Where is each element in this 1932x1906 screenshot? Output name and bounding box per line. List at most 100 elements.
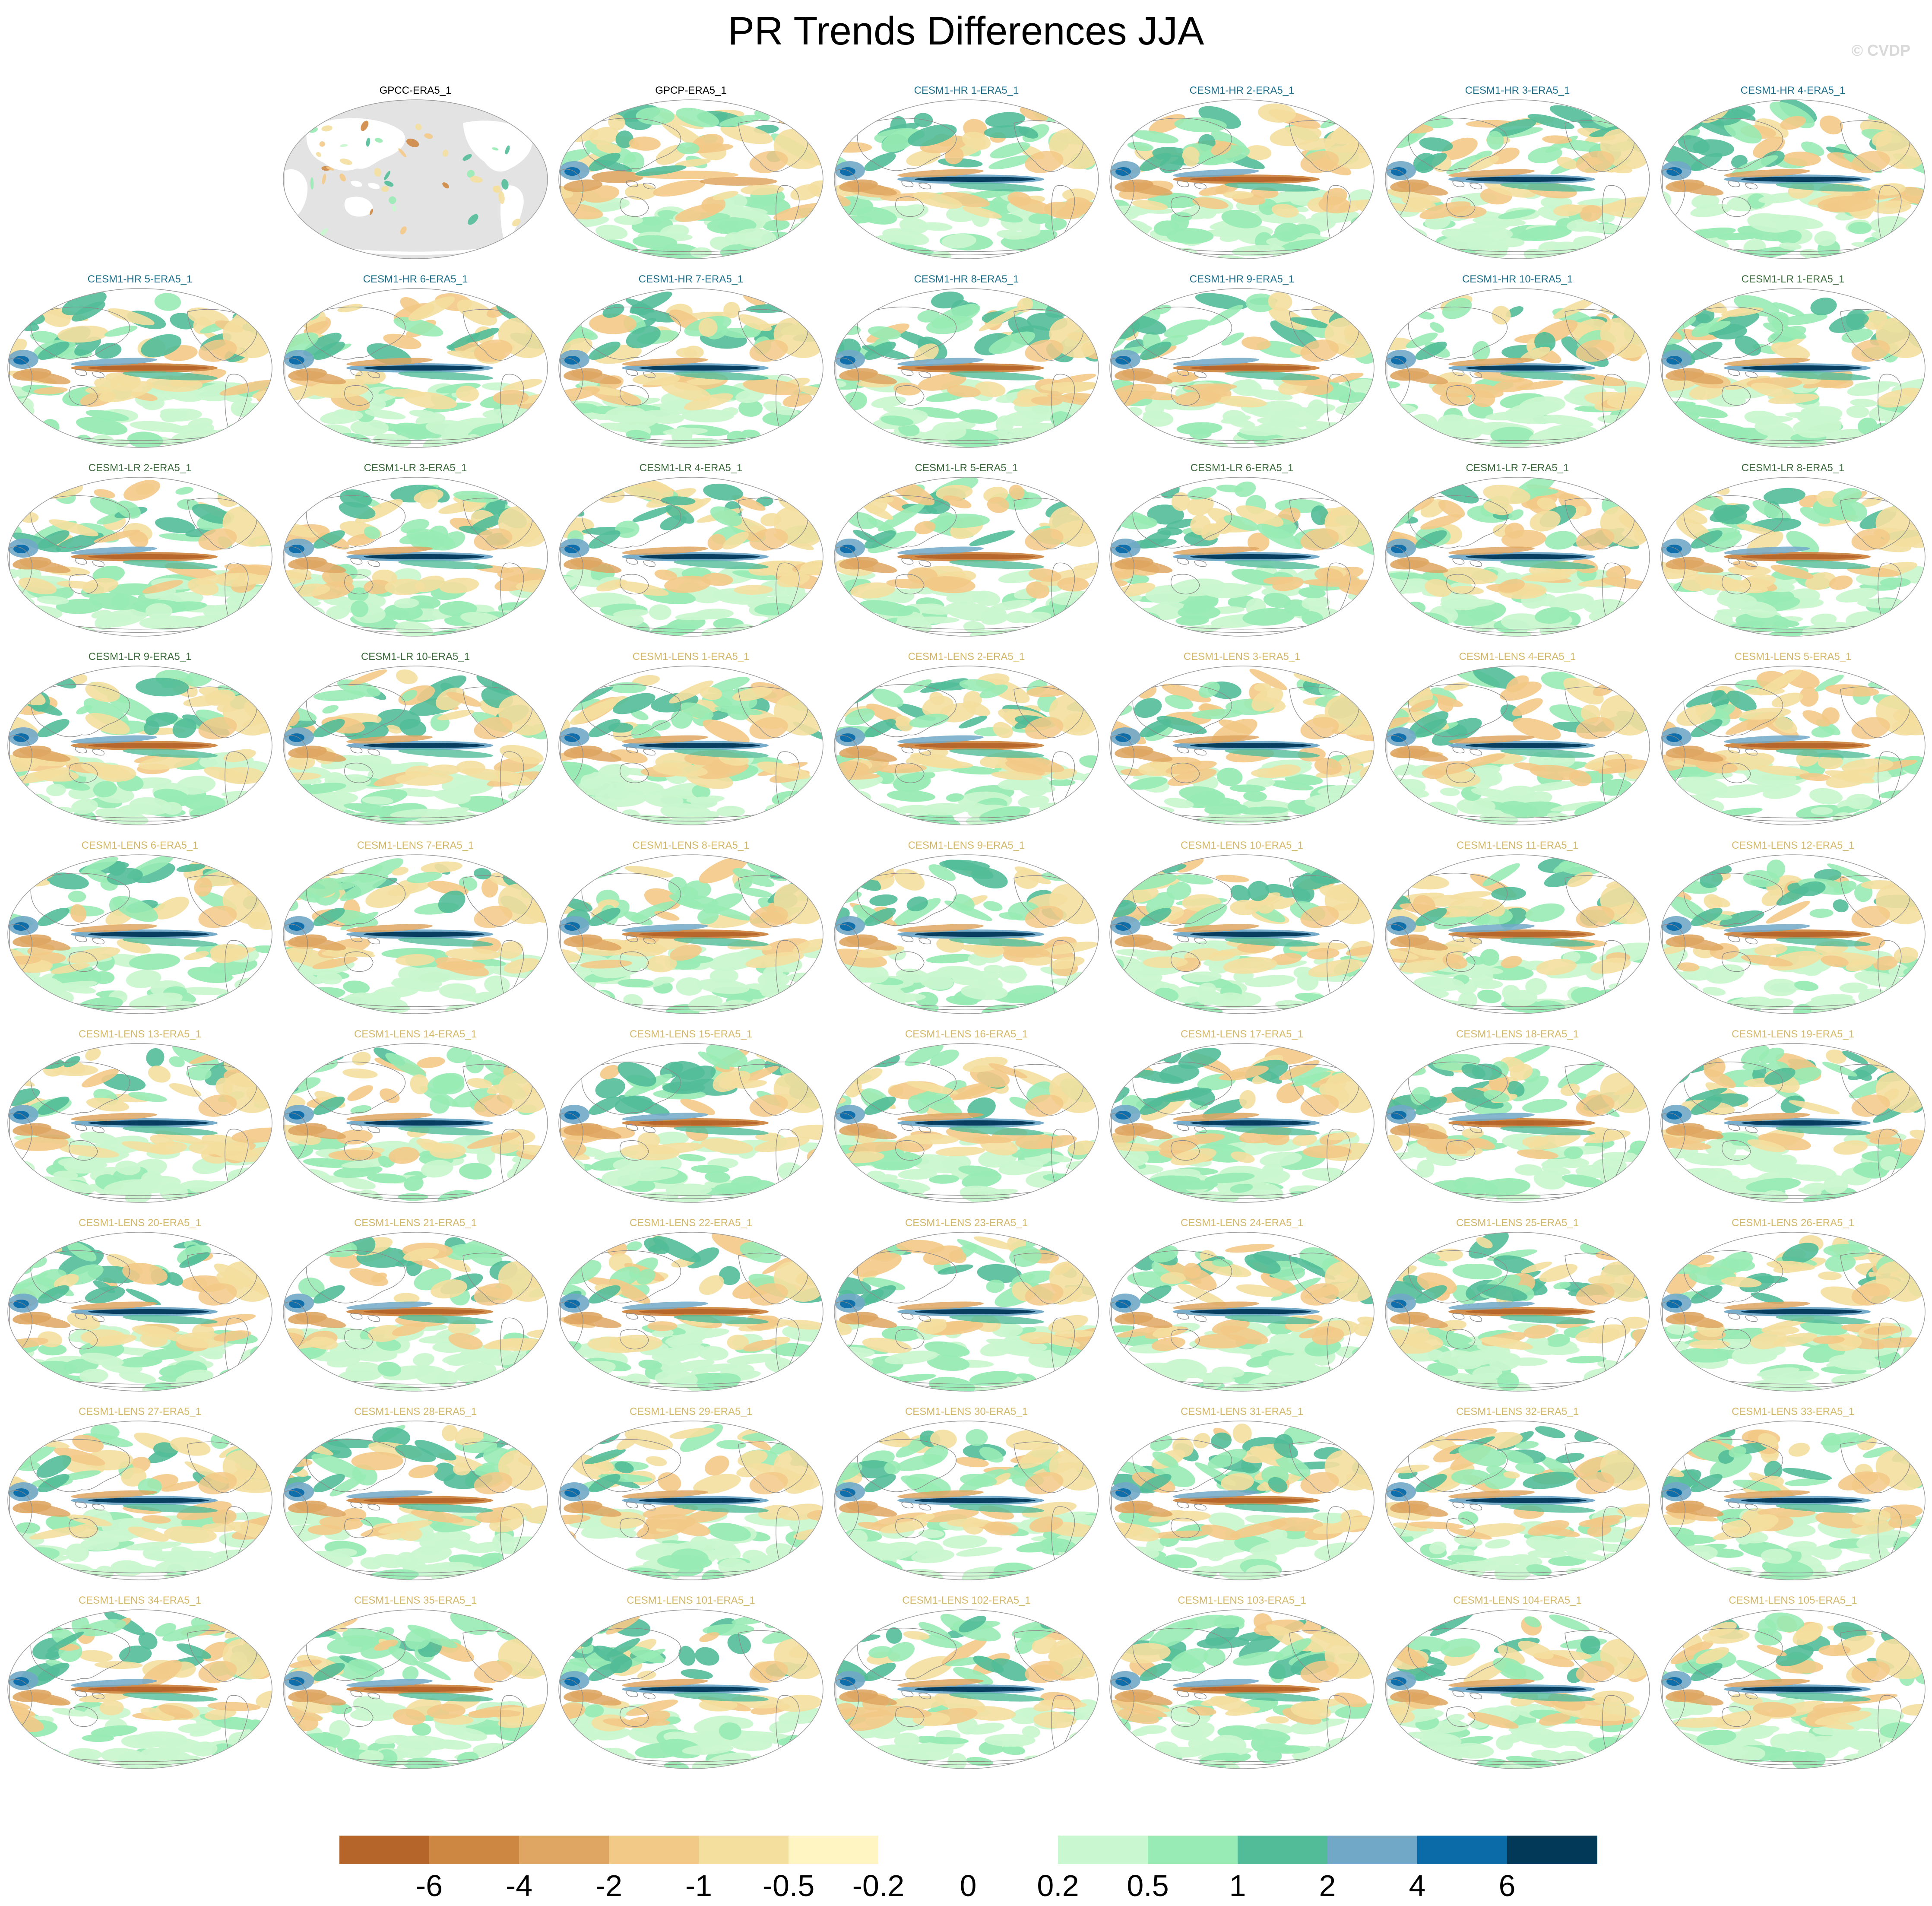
world-map <box>7 477 272 637</box>
map-panel: CESM1-LENS 2-ERA5_1 <box>831 650 1102 832</box>
world-map <box>558 288 823 448</box>
world-map <box>1109 477 1375 637</box>
map-panel-title: CESM1-LENS 12-ERA5_1 <box>1731 840 1855 851</box>
map-panel: CESM1-HR 2-ERA5_1 <box>1106 84 1378 266</box>
world-map <box>7 854 272 1014</box>
map-panel: CESM1-LENS 7-ERA5_1 <box>280 839 551 1021</box>
world-map <box>283 1421 548 1580</box>
colorbar-swatch <box>609 1836 699 1864</box>
map-panel-title: CESM1-LENS 19-ERA5_1 <box>1731 1028 1855 1040</box>
map-panel: CESM1-LENS 19-ERA5_1 <box>1657 1028 1929 1209</box>
credit-label: © CVDP <box>1851 41 1910 59</box>
world-map <box>1660 1043 1926 1203</box>
map-panel-title: CESM1-LENS 1-ERA5_1 <box>632 651 750 663</box>
world-map <box>558 1043 823 1203</box>
map-panel-title: CESM1-LENS 31-ERA5_1 <box>1180 1406 1304 1418</box>
world-map <box>558 666 823 825</box>
colorbar-tick-label: -0.2 <box>852 1869 905 1903</box>
map-panel: CESM1-LENS 102-ERA5_1 <box>831 1594 1102 1776</box>
map-panel: CESM1-LENS 16-ERA5_1 <box>831 1028 1102 1209</box>
colorbar-tick-label: 0 <box>960 1869 977 1903</box>
map-panel: CESM1-LENS 6-ERA5_1 <box>4 839 276 1021</box>
map-panel: CESM1-LR 6-ERA5_1 <box>1106 462 1378 643</box>
map-panel: CESM1-LENS 13-ERA5_1 <box>4 1028 276 1209</box>
map-panel: CESM1-HR 9-ERA5_1 <box>1106 273 1378 454</box>
world-map <box>834 854 1099 1014</box>
colorbar-tick-label: 1 <box>1229 1869 1246 1903</box>
map-panel-title: CESM1-LENS 23-ERA5_1 <box>905 1217 1028 1229</box>
map-panel-title: CESM1-LENS 103-ERA5_1 <box>1178 1595 1306 1606</box>
map-panel: GPCC-ERA5_1 <box>280 84 551 266</box>
map-panel: CESM1-LENS 20-ERA5_1 <box>4 1217 276 1398</box>
map-panel: CESM1-LENS 33-ERA5_1 <box>1657 1405 1929 1587</box>
map-panel-title: CESM1-LENS 22-ERA5_1 <box>629 1217 753 1229</box>
map-panel: CESM1-LENS 26-ERA5_1 <box>1657 1217 1929 1398</box>
map-panel-title: CESM1-LENS 11-ERA5_1 <box>1456 840 1579 851</box>
map-panel-title: CESM1-LENS 28-ERA5_1 <box>354 1406 477 1418</box>
colorbar-swatch <box>1327 1836 1418 1864</box>
map-panel-title: GPCP-ERA5_1 <box>655 85 727 96</box>
world-map <box>834 288 1099 448</box>
map-panel: CESM1-HR 6-ERA5_1 <box>280 273 551 454</box>
map-panel: CESM1-LR 4-ERA5_1 <box>555 462 827 643</box>
map-panel: CESM1-LENS 1-ERA5_1 <box>555 650 827 832</box>
map-panel-title: CESM1-HR 1-ERA5_1 <box>914 85 1019 96</box>
map-panel-title: CESM1-LENS 16-ERA5_1 <box>905 1028 1028 1040</box>
map-panel: CESM1-LENS 10-ERA5_1 <box>1106 839 1378 1021</box>
map-panel: CESM1-LENS 15-ERA5_1 <box>555 1028 827 1209</box>
world-map <box>1385 1609 1650 1769</box>
map-panel: CESM1-LENS 30-ERA5_1 <box>831 1405 1102 1587</box>
world-map <box>283 1043 548 1203</box>
world-map <box>834 1232 1099 1392</box>
map-panel-title: CESM1-LENS 24-ERA5_1 <box>1180 1217 1304 1229</box>
map-panel-title: CESM1-LR 10-ERA5_1 <box>361 651 470 663</box>
map-panel-title: CESM1-LENS 2-ERA5_1 <box>908 651 1025 663</box>
colorbar-tick-label: -1 <box>685 1869 713 1903</box>
map-panel: CESM1-LENS 25-ERA5_1 <box>1382 1217 1653 1398</box>
world-map <box>1109 1232 1375 1392</box>
map-panel-title: CESM1-HR 7-ERA5_1 <box>638 273 744 285</box>
map-panel: CESM1-LENS 12-ERA5_1 <box>1657 839 1929 1021</box>
world-map <box>1660 666 1926 825</box>
colorbar <box>339 1836 1597 1864</box>
world-map <box>1660 1232 1926 1392</box>
map-panel-title: CESM1-LENS 17-ERA5_1 <box>1180 1028 1304 1040</box>
map-panel-title: CESM1-LENS 104-ERA5_1 <box>1453 1595 1582 1606</box>
map-panel: CESM1-LENS 9-ERA5_1 <box>831 839 1102 1021</box>
colorbar-swatch <box>1148 1836 1238 1864</box>
map-panel-title: CESM1-LENS 35-ERA5_1 <box>354 1595 477 1606</box>
world-map <box>834 99 1099 259</box>
map-panel: CESM1-LR 8-ERA5_1 <box>1657 462 1929 643</box>
world-map <box>834 1609 1099 1769</box>
colorbar-tick-label: 6 <box>1498 1869 1516 1903</box>
world-map <box>558 99 823 259</box>
colorbar-swatch <box>1238 1836 1328 1864</box>
map-panel: CESM1-LENS 105-ERA5_1 <box>1657 1594 1929 1776</box>
map-panel: CESM1-LENS 34-ERA5_1 <box>4 1594 276 1776</box>
world-map <box>834 477 1099 637</box>
world-map <box>1660 288 1926 448</box>
colorbar-swatch <box>519 1836 609 1864</box>
world-map <box>558 854 823 1014</box>
map-panel: CESM1-LENS 23-ERA5_1 <box>831 1217 1102 1398</box>
map-panel: CESM1-LR 2-ERA5_1 <box>4 462 276 643</box>
map-panel: CESM1-HR 5-ERA5_1 <box>4 273 276 454</box>
map-panel: CESM1-HR 3-ERA5_1 <box>1382 84 1653 266</box>
map-panel: CESM1-LR 7-ERA5_1 <box>1382 462 1653 643</box>
colorbar-tick-label: 2 <box>1319 1869 1336 1903</box>
world-map <box>1109 666 1375 825</box>
map-panel: CESM1-LENS 11-ERA5_1 <box>1382 839 1653 1021</box>
map-panel: CESM1-LENS 28-ERA5_1 <box>280 1405 551 1587</box>
world-map <box>283 1609 548 1769</box>
colorbar-tick-label: 0.5 <box>1127 1869 1169 1903</box>
map-panel-title: CESM1-LENS 32-ERA5_1 <box>1456 1406 1579 1418</box>
world-map <box>1109 288 1375 448</box>
world-map <box>7 1232 272 1392</box>
world-map <box>7 288 272 448</box>
colorbar-swatch <box>1507 1836 1597 1864</box>
world-map <box>283 477 548 637</box>
map-panel: CESM1-LENS 31-ERA5_1 <box>1106 1405 1378 1587</box>
map-panel: CESM1-LR 1-ERA5_1 <box>1657 273 1929 454</box>
colorbar-swatch <box>699 1836 789 1864</box>
colorbar-tick-label: 0.2 <box>1037 1869 1079 1903</box>
